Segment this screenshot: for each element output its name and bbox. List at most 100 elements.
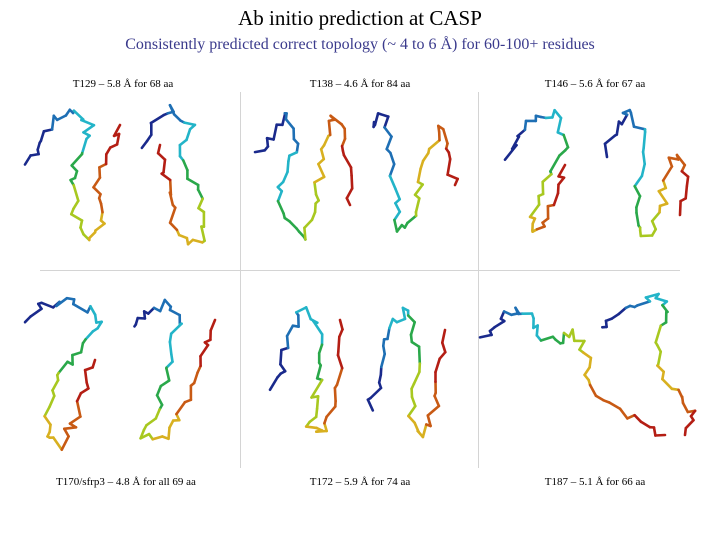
backbone-segment — [603, 134, 617, 146]
backbone-segment — [683, 426, 688, 437]
backbone-segment — [209, 318, 217, 332]
backbone-segment — [327, 119, 332, 137]
panel-divider-horizontal — [40, 270, 680, 271]
backbone-segment — [72, 199, 80, 210]
backbone-segment — [583, 366, 591, 377]
backbone-segment — [434, 357, 441, 374]
backbone-segment — [168, 221, 179, 232]
backbone-segment — [377, 373, 383, 384]
backbone-segment — [304, 306, 313, 321]
backbone-segment — [675, 153, 687, 167]
backbone-segment — [145, 417, 158, 427]
backbone-segment — [115, 132, 121, 146]
backbone-segment — [414, 197, 421, 214]
backbone-segment — [191, 238, 204, 244]
backbone-segment — [336, 353, 344, 370]
backbone-segment — [541, 172, 553, 184]
backbone-segment — [155, 394, 164, 407]
backbone-segment — [314, 429, 329, 433]
backbone-segment — [156, 151, 167, 161]
backbone-segment — [57, 360, 69, 375]
panel-caption-t187: T187 – 5.1 Å for 66 aa — [544, 476, 646, 488]
backbone-segment — [427, 138, 441, 151]
backbone-segment — [395, 317, 407, 324]
backbone-segment — [196, 188, 204, 200]
backbone-segment — [417, 345, 422, 365]
backbone-segment — [72, 109, 85, 121]
backbone-segment — [395, 223, 404, 233]
backbone-segment — [55, 296, 69, 308]
backbone-segment — [419, 159, 425, 171]
backbone-segment — [279, 348, 283, 366]
backbone-segment — [162, 158, 167, 174]
backbone-segment — [345, 187, 354, 200]
backbone-segment — [51, 378, 60, 392]
backbone-segment — [168, 340, 173, 356]
backbone-segment — [416, 167, 422, 184]
backbone-segment — [89, 304, 97, 317]
backbone-segment — [163, 298, 173, 309]
backbone-segment — [366, 398, 375, 412]
backbone-segment — [268, 376, 279, 392]
backbone-segment — [167, 426, 171, 441]
backbone-segment — [388, 317, 395, 330]
backbone-segment — [91, 358, 97, 369]
backbone-segment — [680, 170, 690, 178]
backbone-segment — [183, 121, 197, 127]
backbone-segment — [23, 154, 32, 166]
panel-caption-t146: T146 – 5.6 Å for 67 aa — [544, 78, 646, 90]
backbone-segment — [453, 177, 459, 187]
backbone-segment — [197, 197, 204, 210]
backbone-segment — [633, 174, 644, 188]
backbone-segment — [603, 142, 609, 159]
backbone-segment — [438, 350, 447, 360]
backbone-segment — [373, 112, 380, 127]
backbone-segment — [48, 394, 56, 408]
backbone-segment — [684, 418, 695, 430]
backbone-segment — [72, 183, 80, 203]
backbone-segment — [684, 185, 689, 200]
backbone-segment — [105, 146, 112, 156]
panel-caption-t170: T170/sfrp3 – 4.8 Å for all 69 aa — [56, 476, 196, 488]
backbone-segment — [556, 183, 560, 195]
backbone-segment — [168, 206, 177, 225]
backbone-segment — [421, 423, 428, 439]
backbone-segment — [80, 118, 96, 127]
backbone-segment — [561, 331, 566, 345]
backbone-segment — [62, 427, 70, 438]
backbone-segment — [393, 210, 402, 222]
backbone-segment — [156, 143, 162, 155]
backbone-segment — [168, 103, 176, 116]
backbone-segment — [413, 183, 424, 197]
backbone-segment — [376, 112, 390, 118]
backbone-segment — [340, 137, 347, 148]
backbone-segment — [588, 383, 598, 398]
backbone-segment — [681, 401, 690, 414]
slide-subtitle: Consistently predicted correct topology … — [125, 36, 595, 53]
backbone-segment — [276, 199, 285, 215]
backbone-segment — [79, 387, 90, 395]
backbone-segment — [285, 324, 295, 338]
panel-caption-t172: T172 – 5.9 Å for 74 aa — [309, 476, 411, 488]
panel-caption-t129: T129 – 5.8 Å for 68 aa — [72, 78, 174, 90]
backbone-segment — [288, 150, 299, 158]
backbone-segment — [323, 422, 329, 433]
backbone-segment — [446, 157, 452, 176]
protein-structure-t187-image — [478, 292, 697, 437]
backbone-segment — [535, 324, 540, 337]
backbone-segment — [383, 115, 390, 129]
backbone-segment — [610, 312, 621, 320]
backbone-segment — [322, 134, 330, 147]
backbone-segment — [285, 334, 290, 350]
backbone-segment — [284, 117, 295, 130]
backbone-segment — [92, 186, 102, 196]
backbone-segment — [88, 231, 97, 240]
backbone-segment — [441, 328, 447, 345]
backbone-segment — [55, 114, 68, 122]
backbone-segment — [294, 306, 308, 314]
backbone-segment — [386, 326, 391, 341]
backbone-segment — [617, 306, 628, 316]
backbone-segment — [29, 152, 40, 157]
backbone-segment — [523, 119, 528, 132]
panel-divider-vertical-right — [478, 92, 479, 468]
